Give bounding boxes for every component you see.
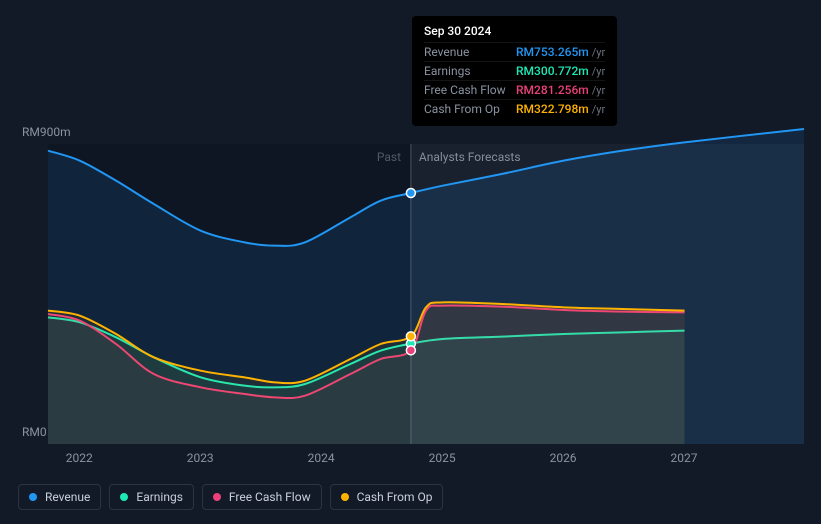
tooltip-row-value: RM753.265m <box>516 45 589 59</box>
legend-dot <box>341 493 349 501</box>
tooltip-row-unit: /yr <box>592 65 605 78</box>
tooltip-row: EarningsRM300.772m/yr <box>424 61 605 80</box>
legend-item[interactable]: Free Cash Flow <box>202 484 322 510</box>
x-tick-label: 2027 <box>671 451 698 465</box>
x-tick-label: 2022 <box>66 451 93 465</box>
tooltip-row-label: Cash From Op <box>424 102 516 116</box>
tooltip-row-unit: /yr <box>592 103 605 116</box>
tooltip-row: Free Cash FlowRM281.256m/yr <box>424 80 605 99</box>
tooltip-row: Cash From OpRM322.798m/yr <box>424 99 605 118</box>
x-tick-label: 2023 <box>187 451 214 465</box>
legend-label: Free Cash Flow <box>229 490 311 504</box>
tooltip-row-unit: /yr <box>592 84 605 97</box>
tooltip: Sep 30 2024 RevenueRM753.265m/yrEarnings… <box>412 16 617 126</box>
legend-dot <box>120 493 128 501</box>
tooltip-row: RevenueRM753.265m/yr <box>424 42 605 61</box>
legend-dot <box>29 493 37 501</box>
tooltip-row-label: Revenue <box>424 45 516 59</box>
legend: Revenue Earnings Free Cash Flow Cash From O… <box>18 484 443 510</box>
legend-item[interactable]: Earnings <box>109 484 194 510</box>
chart-canvas <box>0 0 821 524</box>
tooltip-row-value: RM300.772m <box>516 64 589 78</box>
x-tick-label: 2024 <box>308 451 335 465</box>
legend-label: Earnings <box>136 490 183 504</box>
tooltip-row-value: RM281.256m <box>516 83 589 97</box>
tooltip-row-unit: /yr <box>592 46 605 59</box>
legend-label: Cash From Op <box>357 490 433 504</box>
tooltip-row-label: Earnings <box>424 64 516 78</box>
legend-label: Revenue <box>45 490 90 504</box>
legend-item[interactable]: Revenue <box>18 484 101 510</box>
tooltip-row-value: RM322.798m <box>516 102 589 116</box>
legend-dot <box>213 493 221 501</box>
x-tick-label: 2025 <box>429 451 456 465</box>
x-tick-label: 2026 <box>550 451 577 465</box>
legend-item[interactable]: Cash From Op <box>330 484 444 510</box>
tooltip-date: Sep 30 2024 <box>424 24 605 42</box>
tooltip-row-label: Free Cash Flow <box>424 83 516 97</box>
